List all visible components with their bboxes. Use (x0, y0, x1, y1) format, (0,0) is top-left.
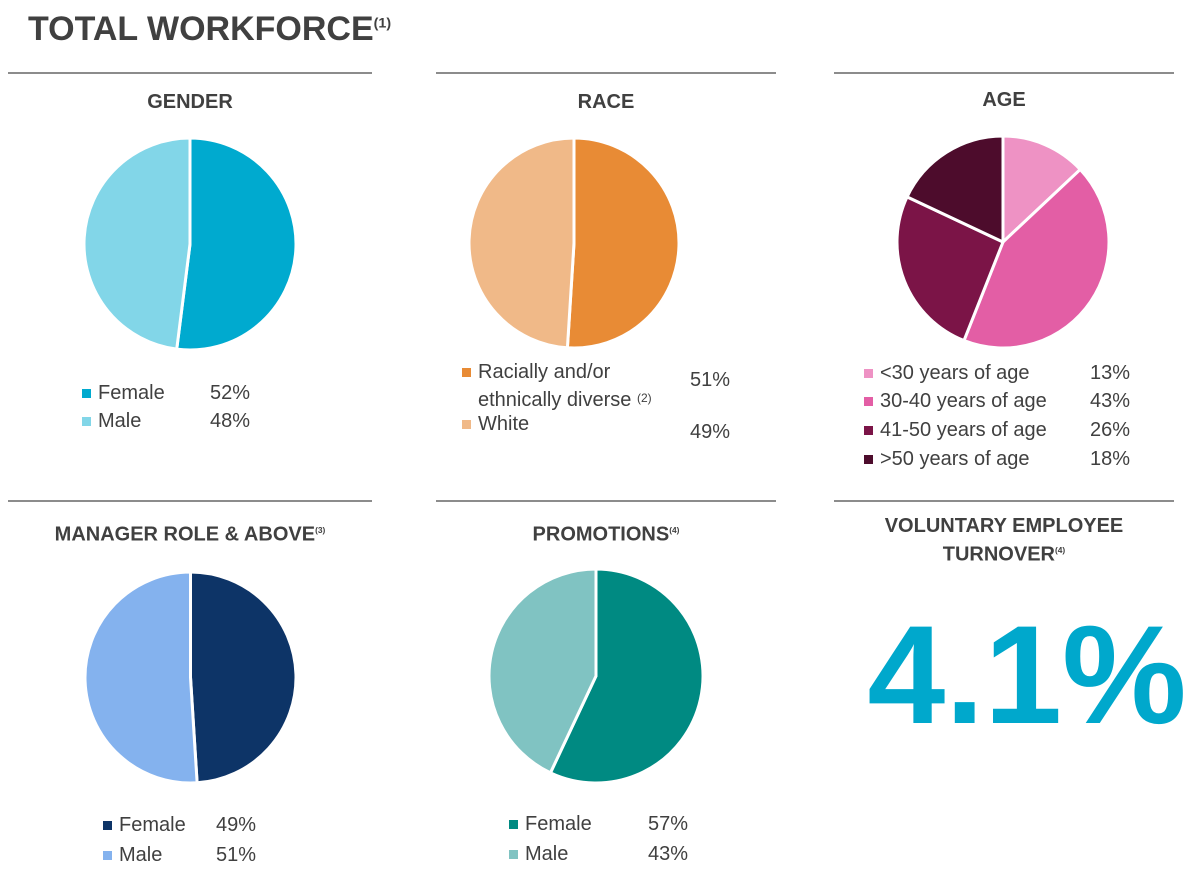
legend-label: Female (119, 814, 186, 836)
divider-gender (8, 72, 372, 74)
pie-slice-30-years-of-age (1001, 134, 1082, 244)
turnover-title: VOLUNTARY EMPLOYEE TURNOVER(4) (834, 514, 1174, 567)
turnover-title-line2: TURNOVER (942, 543, 1055, 566)
gender-title: GENDER (147, 91, 233, 113)
age-legend: <30 years of age 13% 30-40 years of age … (864, 361, 1154, 481)
divider-turnover (834, 500, 1174, 502)
pie-slice-male (487, 567, 598, 775)
promotions-legend: Female 57% Male 43% (509, 812, 709, 872)
legend-swatch (462, 368, 471, 377)
race-legend: Racially and/or ethnically diverse (2) 5… (462, 360, 752, 450)
legend-swatch (82, 417, 91, 426)
pie-slice-30-40-years-of-age (962, 167, 1111, 350)
legend-label: 30-40 years of age (880, 390, 1047, 412)
legend-value: 51% (216, 844, 257, 866)
turnover-value: 4.1% (867, 596, 1187, 753)
race-pie-chart (467, 136, 681, 350)
legend-swatch (462, 420, 471, 429)
legend-value: 49% (690, 421, 731, 443)
legend-value: 51% (690, 369, 731, 391)
divider-race (436, 72, 776, 74)
pie-slice-female (189, 570, 298, 785)
legend-swatch (864, 455, 873, 464)
legend-label: Male (525, 843, 569, 865)
legend-value: 49% (216, 814, 257, 836)
legend-swatch (864, 397, 873, 406)
gender-pie-chart (82, 136, 298, 352)
legend-swatch (509, 850, 518, 859)
legend-label: Male (119, 844, 163, 866)
turnover-title-footnote: (4) (1054, 545, 1066, 555)
legend-value: 48% (210, 410, 251, 432)
legend-value: 57% (648, 813, 689, 835)
legend-label: White (478, 413, 530, 435)
legend-swatch (864, 369, 873, 378)
divider-age (834, 72, 1174, 74)
divider-manager (8, 500, 372, 502)
age-title: AGE (982, 89, 1026, 111)
legend-value: 26% (1090, 419, 1131, 441)
legend-swatch (509, 820, 518, 829)
promotions-title-footnote: (4) (669, 525, 680, 535)
page-title-footnote: (1) (373, 15, 392, 32)
legend-label: Female (525, 813, 592, 835)
manager-pie-chart (83, 570, 298, 785)
legend-label: Female (98, 382, 165, 404)
race-legend-footnote: (2) (636, 391, 652, 405)
pie-slice-racially-and-or-ethnically-diverse (565, 136, 681, 350)
page-title: TOTAL WORKFORCE(1) (28, 10, 392, 48)
legend-value: 18% (1090, 448, 1131, 470)
pie-slice-white (467, 136, 576, 350)
legend-swatch (103, 851, 112, 860)
legend-swatch (864, 426, 873, 435)
legend-value: 13% (1090, 362, 1131, 384)
pie-slice-male (82, 136, 192, 351)
pie-slice-female (175, 136, 298, 352)
pie-slice-41-50-years-of-age (895, 195, 1005, 343)
legend-label: Racially and/or (478, 361, 611, 383)
promotions-title: PROMOTIONS(4) (532, 523, 680, 546)
legend-swatch (82, 389, 91, 398)
legend-label: Male (98, 410, 142, 432)
legend-swatch (103, 821, 112, 830)
divider-promotions (436, 500, 776, 502)
gender-legend: Female 52% Male 48% (82, 381, 282, 441)
legend-label: <30 years of age (880, 362, 1030, 384)
manager-title: MANAGER ROLE & ABOVE(3) (54, 523, 326, 546)
legend-value: 52% (210, 382, 251, 404)
turnover-title-line1: VOLUNTARY EMPLOYEE (884, 515, 1124, 537)
pie-slice-female (548, 567, 705, 785)
race-title: RACE (577, 91, 635, 113)
manager-title-footnote: (3) (315, 525, 326, 535)
legend-value: 43% (648, 843, 689, 865)
legend-label: >50 years of age (880, 448, 1030, 470)
manager-legend: Female 49% Male 51% (103, 813, 303, 873)
age-pie-chart (895, 134, 1111, 350)
legend-label: ethnically diverse (2) (478, 389, 652, 411)
promotions-pie-chart (487, 567, 705, 785)
legend-value: 43% (1090, 390, 1131, 412)
legend-label: 41-50 years of age (880, 419, 1047, 441)
pie-slice-50-years-of-age (905, 134, 1005, 244)
pie-slice-male (83, 570, 199, 785)
